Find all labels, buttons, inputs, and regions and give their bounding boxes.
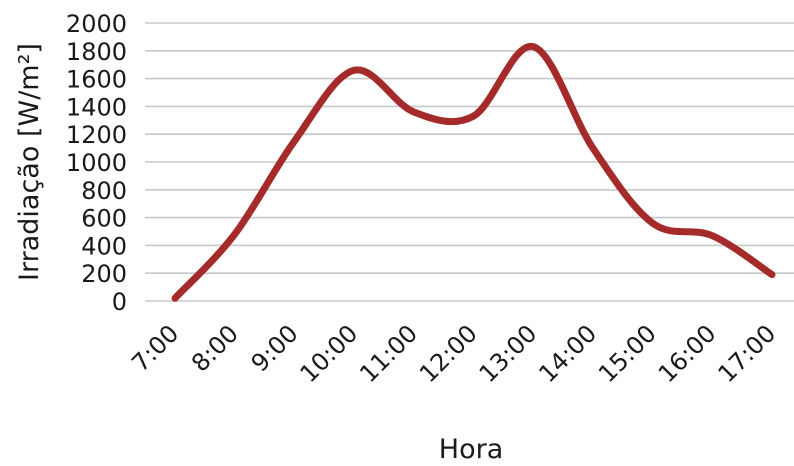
- x-axis-title: Hora: [439, 434, 503, 465]
- y-tick-label: 1800: [66, 38, 127, 66]
- y-tick-label: 1000: [66, 149, 127, 177]
- y-tick-label: 400: [81, 232, 127, 260]
- y-tick-label: 0: [112, 288, 127, 316]
- y-tick-label: 1400: [66, 93, 127, 121]
- y-tick-label: 1600: [66, 66, 127, 94]
- y-tick-label: 2000: [66, 10, 127, 38]
- x-tick-label: 17:00: [713, 319, 782, 388]
- y-tick-label: 800: [81, 177, 127, 205]
- gridlines: [145, 22, 794, 302]
- series-group: [171, 43, 776, 302]
- series-line: [171, 43, 776, 302]
- x-tick-label: 12:00: [414, 319, 483, 388]
- x-tick-label: 8:00: [186, 319, 244, 377]
- x-tick-label: 16:00: [653, 319, 722, 388]
- x-axis-tick-labels: 7:00 8:00 9:0010:0011:0012:0013:0014:0015:…: [126, 319, 781, 388]
- x-tick-label: 15:00: [593, 319, 662, 388]
- x-tick-label: 13:00: [474, 319, 543, 388]
- x-tick-label: 7:00: [126, 319, 184, 377]
- y-tick-label: 200: [81, 260, 127, 288]
- x-tick-label: 11:00: [354, 319, 423, 388]
- x-tick-label: 10:00: [295, 319, 364, 388]
- y-axis-title: Irradiação [W/m²]: [14, 43, 45, 281]
- y-tick-label: 600: [81, 205, 127, 233]
- y-tick-label: 1200: [66, 121, 127, 149]
- x-tick-label: 14:00: [533, 319, 602, 388]
